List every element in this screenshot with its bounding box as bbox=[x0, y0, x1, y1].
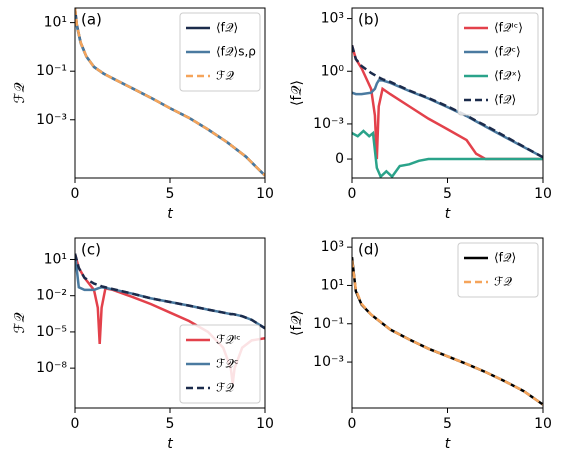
x-tick-label: 10 bbox=[256, 416, 274, 432]
x-axis-label: t bbox=[167, 206, 173, 222]
y-tick-label: 10⁻⁵ bbox=[36, 324, 67, 340]
x-tick-label: 5 bbox=[166, 416, 175, 432]
legend-label: ⟨f𝒬ᴵᶜ⟩ bbox=[494, 21, 523, 35]
legend-box bbox=[179, 324, 261, 404]
y-tick-label: 10⁻³ bbox=[313, 354, 344, 370]
legend: ⟨f𝒬⟩ ⟨f𝒬⟩s,ρ ℱ𝒬 bbox=[179, 12, 261, 92]
series-line bbox=[352, 44, 543, 159]
legend-label: ℱ𝒬ᶜ bbox=[216, 357, 239, 371]
y-axis-label: ℱ𝒬 bbox=[12, 312, 28, 333]
legend-box bbox=[457, 242, 539, 298]
legend-box bbox=[179, 12, 261, 92]
x-tick-label: 10 bbox=[534, 416, 552, 432]
x-axis-label: t bbox=[167, 436, 173, 452]
legend: ⟨f𝒬ᴵᶜ⟩ ⟨f𝒬ᶜ⟩ ⟨f𝒬ˣ⟩ ⟨f𝒬⟩ bbox=[457, 12, 539, 116]
y-tick-label: 10¹ bbox=[44, 15, 67, 31]
x-tick-label: 5 bbox=[443, 416, 452, 432]
legend-label: ℱ𝒬 bbox=[494, 275, 512, 289]
y-tick-label: 10⁻³ bbox=[313, 116, 344, 132]
y-tick-label: 10⁻² bbox=[36, 288, 67, 304]
x-axis-label: t bbox=[445, 206, 451, 222]
x-tick-label: 10 bbox=[256, 186, 274, 202]
axes-frame bbox=[351, 7, 544, 179]
y-tick-label: 10⁻⁸ bbox=[36, 360, 67, 376]
y-tick-label: 10¹ bbox=[44, 251, 67, 267]
x-tick-label: 0 bbox=[348, 186, 357, 202]
legend-label: ⟨f𝒬ᶜ⟩ bbox=[494, 45, 521, 59]
panel: 0 5 10 10¹ 10⁻¹ 10⁻³ (a) t ℱ𝒬 ⟨f𝒬⟩ ⟨f𝒬⟩s,ρ ℱ𝒬 bbox=[12, 7, 274, 222]
y-tick-label: 0 bbox=[335, 151, 344, 167]
y-tick-label: 10⁰ bbox=[321, 63, 345, 79]
y-tick-label: 10⁻¹ bbox=[36, 63, 67, 79]
x-tick-label: 0 bbox=[71, 186, 80, 202]
y-axis-label: ℱ𝒬 bbox=[12, 82, 28, 103]
legend: ℱ𝒬ᴵᶜ ℱ𝒬ᶜ ℱ𝒬 bbox=[179, 324, 261, 404]
legend-label: ⟨f𝒬⟩ bbox=[494, 93, 516, 107]
y-tick-label: 10³ bbox=[321, 239, 344, 255]
axes-frame bbox=[74, 7, 266, 179]
panel-label: (a) bbox=[81, 11, 102, 29]
series-line bbox=[352, 44, 543, 161]
lines bbox=[75, 8, 265, 177]
y-axis-label: ⟨f𝒬⟩ bbox=[289, 80, 305, 106]
series-line bbox=[352, 129, 543, 178]
y-tick-label: 10¹ bbox=[321, 277, 344, 293]
legend-label: ⟨f𝒬ˣ⟩ bbox=[494, 69, 522, 83]
panel: 0 5 10 10³ 10¹ 10⁻¹ 10⁻³ (d) t ⟨f𝒬⟩ ⟨f𝒬⟩ ℱ𝒬 bbox=[289, 237, 552, 452]
x-tick-label: 5 bbox=[443, 186, 452, 202]
legend-label: ⟨f𝒬⟩ bbox=[216, 21, 238, 35]
panel: 0 5 10 10¹ 10⁻² 10⁻⁵ 10⁻⁸ (c) t ℱ𝒬 ℱ𝒬ᴵᶜ ℱ𝒬ᶜ ℱ𝒬 bbox=[12, 237, 274, 452]
y-tick-label: 10⁻¹ bbox=[313, 316, 344, 332]
panel-label: (c) bbox=[81, 241, 101, 259]
legend-label: ℱ𝒬 bbox=[216, 69, 234, 83]
axes-frame bbox=[74, 237, 266, 409]
lines bbox=[352, 257, 543, 406]
x-tick-label: 0 bbox=[71, 416, 80, 432]
y-axis-label: ⟨f𝒬⟩ bbox=[289, 310, 305, 336]
panel-label: (d) bbox=[358, 241, 379, 259]
panel-label: (b) bbox=[358, 11, 379, 29]
x-tick-label: 0 bbox=[348, 416, 357, 432]
series-line bbox=[352, 260, 543, 406]
legend-box bbox=[457, 12, 539, 116]
series-line bbox=[75, 15, 265, 177]
legend-label: ℱ𝒬ᴵᶜ bbox=[216, 333, 241, 347]
legend: ⟨f𝒬⟩ ℱ𝒬 bbox=[457, 242, 539, 298]
series-line bbox=[75, 253, 265, 330]
legend-label: ℱ𝒬 bbox=[216, 381, 234, 395]
legend-label: ⟨f𝒬⟩s,ρ bbox=[216, 45, 256, 59]
y-tick-label: 10³ bbox=[321, 11, 344, 27]
axes-frame bbox=[351, 237, 544, 409]
series-line bbox=[75, 253, 265, 330]
panel: 0 5 1010³10⁰10⁻³0(b)t⟨f𝒬⟩⟨f𝒬ᴵᶜ⟩⟨f𝒬ᶜ⟩⟨f𝒬ˣ⟩⟨… bbox=[289, 7, 552, 222]
y-tick-label: 10⁻³ bbox=[36, 112, 67, 128]
lines bbox=[352, 44, 543, 178]
x-axis-label: t bbox=[445, 436, 451, 452]
legend-label: ⟨f𝒬⟩ bbox=[494, 251, 516, 265]
x-tick-label: 10 bbox=[534, 186, 552, 202]
x-tick-label: 5 bbox=[166, 186, 175, 202]
